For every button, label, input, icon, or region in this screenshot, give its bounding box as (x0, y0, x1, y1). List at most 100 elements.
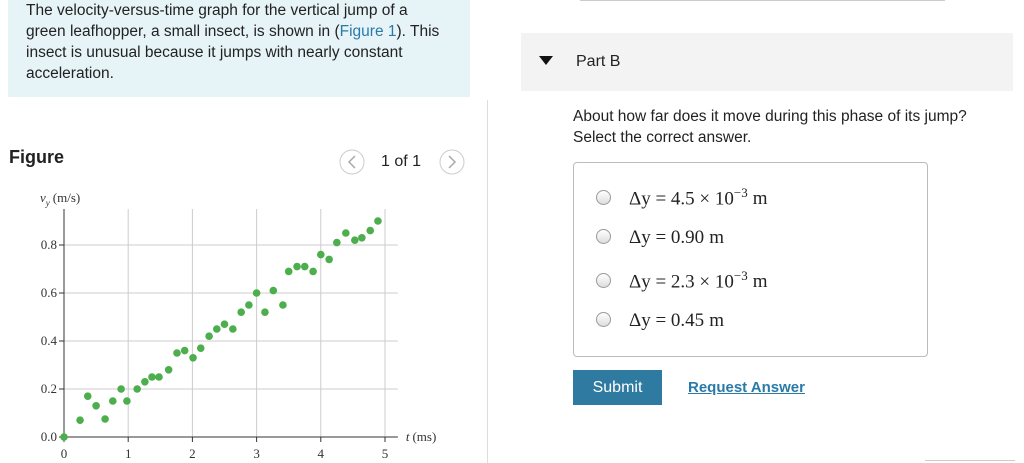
data-point (117, 385, 125, 393)
radio-button[interactable] (596, 311, 611, 327)
data-point (342, 229, 350, 237)
figure-title: Figure (9, 147, 65, 167)
data-point (279, 301, 287, 309)
data-point (300, 262, 309, 271)
data-point (252, 289, 261, 297)
data-point (133, 385, 141, 393)
data-point (269, 286, 278, 295)
data-point (229, 325, 237, 333)
option-exponent: −3 (733, 185, 748, 200)
question-line: Select the correct answer. (573, 129, 752, 146)
top-border (580, 0, 945, 1)
figure-link[interactable]: Figure 1 (339, 23, 397, 40)
data-point (164, 366, 173, 374)
data-point (108, 397, 117, 405)
y-axis-label: vy (m/s) (40, 190, 80, 208)
y-label-var: v (40, 190, 46, 205)
option-exponent: −3 (733, 268, 748, 283)
option-text: Δy = 0.90 (629, 226, 705, 248)
data-point (92, 402, 100, 410)
pager-text: 1 of 1 (381, 153, 422, 170)
y-label-unit: (m/s) (53, 190, 80, 205)
data-point (196, 344, 205, 352)
y-tick-label: 0.6 (41, 285, 58, 300)
x-label-var: t (406, 429, 410, 444)
data-point (309, 267, 317, 276)
option-unit: m (709, 226, 724, 248)
x-tick-label: 5 (382, 446, 389, 461)
option-text: Δy = 0.45 (629, 309, 705, 331)
data-point (180, 346, 189, 355)
data-point (293, 262, 301, 271)
intro-text-before: The velocity-versus-time graph for the v… (26, 2, 408, 40)
bottom-border (925, 460, 1015, 461)
part-header[interactable] (521, 33, 1013, 91)
option[interactable]: Δy = 2.3 × 10−3 m (596, 268, 768, 293)
prev-button[interactable] (339, 149, 365, 175)
data-point (284, 267, 293, 276)
x-label-unit: (ms) (412, 429, 436, 444)
option[interactable]: Δy = 0.45 m (596, 310, 724, 332)
data-point (60, 433, 68, 441)
option-text: Δy = 2.3 × 10 (629, 271, 734, 293)
data-point (83, 392, 92, 400)
data-point (141, 378, 149, 386)
data-point (237, 308, 245, 316)
option[interactable]: Δy = 0.90 m (596, 227, 724, 249)
data-point (245, 301, 253, 309)
option[interactable]: Δy = 4.5 × 10−3 m (596, 185, 768, 210)
next-icon (448, 155, 457, 169)
data-point (155, 373, 163, 381)
x-tick-label: 1 (125, 446, 132, 461)
option-unit: m (752, 271, 768, 293)
question: About how far does it move during this p… (573, 106, 967, 148)
data-point (212, 325, 221, 333)
y-tick-label: 0.2 (41, 381, 57, 396)
options-box: Δy = 4.5 × 10−3 m Δy = 0.90 m Δy = 2.3 × 10−… (573, 162, 928, 357)
option-unit: m (709, 309, 724, 331)
y-tick-label: 0.8 (41, 237, 57, 252)
option-text: Δy = 4.5 × 10 (629, 188, 734, 210)
submit-button[interactable]: Submit (573, 370, 662, 405)
data-point (173, 349, 181, 357)
data-point (76, 416, 84, 424)
data-point (205, 332, 213, 340)
question-line: About how far does it move during this p… (573, 108, 967, 125)
pager-buttons (339, 149, 465, 175)
collapse-icon[interactable] (539, 56, 553, 66)
data-point (220, 320, 229, 328)
data-point (374, 217, 382, 225)
data-point (358, 234, 366, 242)
y-label-sub: y (45, 198, 50, 208)
data-point (351, 236, 359, 244)
data-point (333, 238, 341, 247)
radio-button[interactable] (596, 190, 611, 206)
x-tick-label: 3 (253, 446, 260, 461)
next-button[interactable] (439, 149, 465, 175)
divider (487, 100, 488, 463)
prev-icon (347, 155, 356, 169)
intro-box: The velocity-versus-time graph for the v… (8, 0, 470, 97)
data-point (317, 250, 325, 259)
data-point (123, 397, 131, 405)
radio-button[interactable] (596, 273, 611, 289)
data-point (261, 308, 269, 316)
x-tick-label: 2 (189, 446, 196, 461)
x-tick-label: 4 (318, 446, 325, 461)
intro-text: The velocity-versus-time graph for the v… (26, 0, 446, 84)
y-tick-label: 0.4 (41, 333, 58, 348)
option-unit: m (752, 188, 768, 210)
radio-button[interactable] (596, 228, 611, 244)
y-tick-label: 0.0 (41, 429, 57, 444)
x-tick-label: 0 (61, 446, 68, 461)
data-point (325, 255, 333, 264)
chart: 0.0 0.2 0.4 0.6 0.8 0 1 2 3 4 5 vy (m/s) t (ms) (40, 190, 436, 461)
data-point (101, 415, 109, 423)
intro-text-after: ). This insect is unusual because it jum… (26, 23, 440, 82)
part-title: Part B (576, 53, 621, 70)
request-answer-link[interactable]: Request Answer (688, 379, 805, 396)
data-point (366, 226, 375, 235)
x-axis-label: t (ms) (406, 429, 436, 444)
data-point (148, 373, 156, 381)
